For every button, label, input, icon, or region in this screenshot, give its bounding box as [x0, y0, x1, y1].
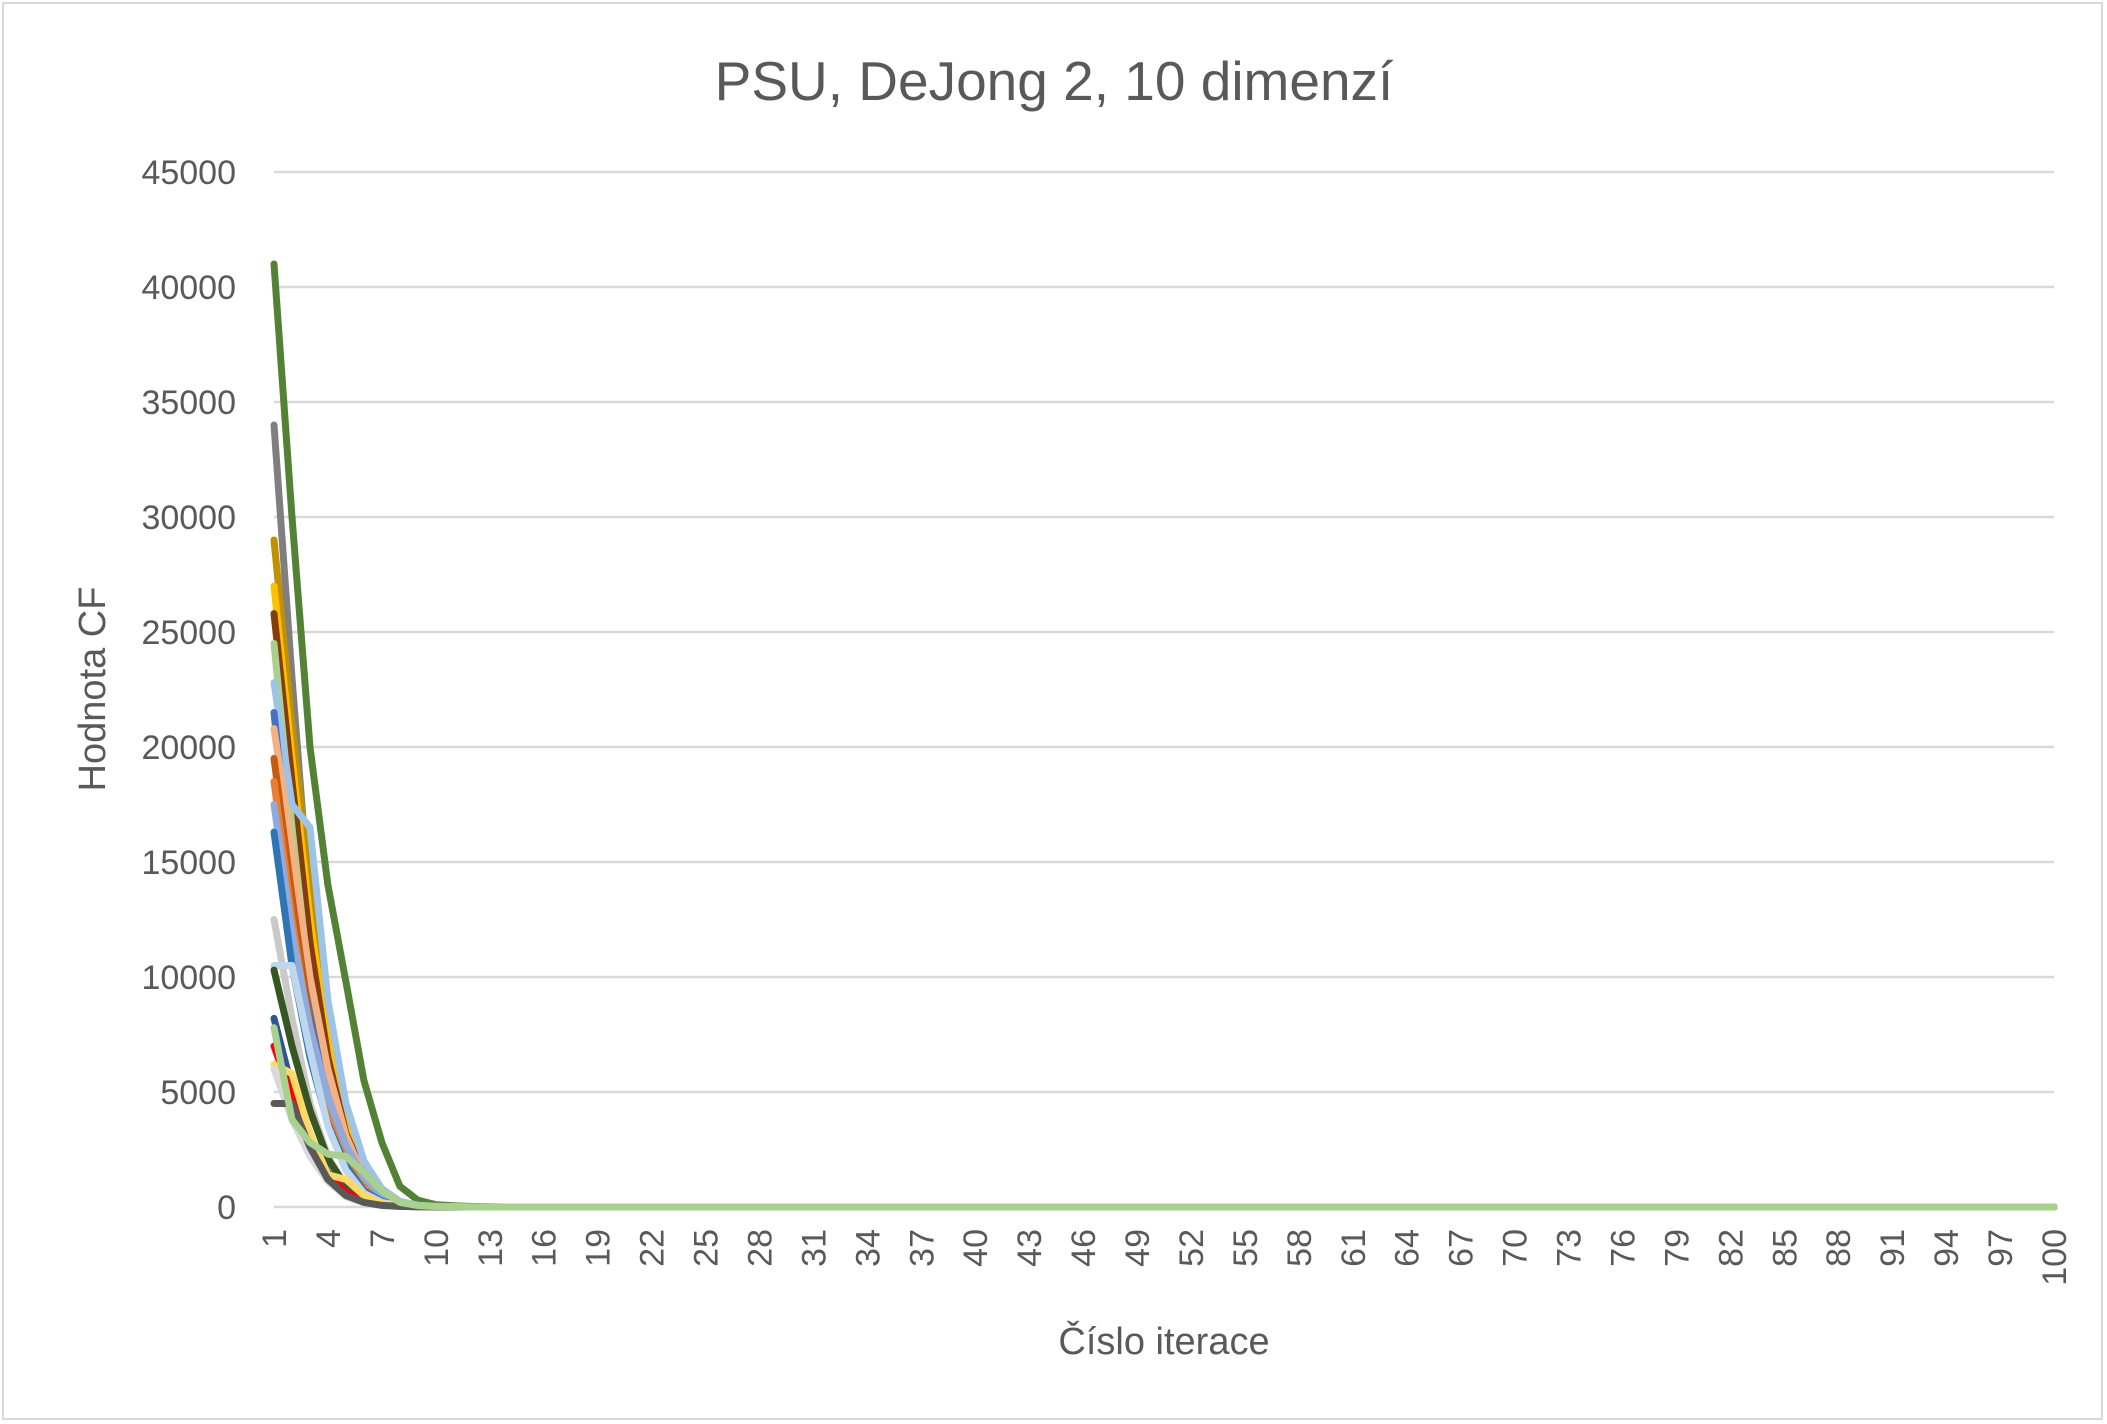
- x-tick-label: 79: [1658, 1229, 1696, 1267]
- x-tick-label: 25: [688, 1229, 726, 1267]
- y-tick-label: 40000: [141, 269, 236, 307]
- series-line-21: [270, 1100, 2058, 1211]
- x-tick-label: 13: [472, 1229, 510, 1267]
- x-tick-label: 64: [1389, 1229, 1427, 1267]
- x-tick-label: 22: [634, 1229, 672, 1267]
- x-tick-label: 19: [580, 1229, 618, 1267]
- series-line-19: [270, 1060, 2058, 1211]
- x-tick-label: 82: [1712, 1229, 1750, 1267]
- series-line-13: [270, 828, 2058, 1211]
- y-tick-label: 30000: [141, 499, 236, 537]
- x-tick-label: 49: [1119, 1229, 1157, 1267]
- series-line-17: [270, 1014, 2058, 1211]
- x-axis-ticks: 1 4 7 10 13 16 19 22 25 28 31 34 37 40 43 46 49 52 55 58 61 6…: [256, 1229, 2074, 1286]
- series-line-16: [270, 966, 2058, 1211]
- x-tick-label: 97: [1982, 1229, 2020, 1267]
- y-tick-label: 45000: [141, 154, 236, 192]
- y-tick-label: 25000: [141, 614, 236, 652]
- x-tick-label: 85: [1766, 1229, 1804, 1267]
- x-tick-label: 1: [256, 1229, 294, 1248]
- chart-title: PSU, DeJong 2, 10 dimenzí: [715, 50, 1394, 112]
- x-tick-label: 88: [1820, 1229, 1858, 1267]
- series-line-9: [270, 725, 2058, 1211]
- x-tick-label: 46: [1065, 1229, 1103, 1267]
- x-tick-label: 7: [364, 1229, 402, 1248]
- series-line-22: [270, 1024, 2058, 1211]
- y-tick-label: 20000: [141, 729, 236, 767]
- series-line-3: [270, 536, 2058, 1211]
- x-tick-label: 40: [957, 1229, 995, 1267]
- x-tick-label: 67: [1443, 1229, 1481, 1267]
- x-tick-label: 94: [1928, 1229, 1966, 1267]
- gridlines: [274, 170, 2054, 1209]
- x-tick-label: 58: [1281, 1229, 1319, 1267]
- x-tick-label: 16: [526, 1229, 564, 1267]
- x-tick-label: 73: [1551, 1229, 1589, 1267]
- x-tick-label: 10: [418, 1229, 456, 1267]
- y-tick-label: 35000: [141, 384, 236, 422]
- series-line-6: [270, 640, 2058, 1211]
- x-tick-label: 55: [1227, 1229, 1265, 1267]
- x-tick-label: 70: [1497, 1229, 1535, 1267]
- x-tick-label: 100: [2036, 1229, 2074, 1286]
- y-tick-label: 0: [217, 1189, 236, 1227]
- y-tick-label: 5000: [160, 1074, 236, 1112]
- series-line-4: [270, 582, 2058, 1211]
- series-line-8: [270, 709, 2058, 1211]
- series-line-2: [270, 421, 2058, 1211]
- x-tick-label: 76: [1604, 1229, 1642, 1267]
- series-line-7: [270, 679, 2058, 1211]
- series-line-11: [270, 778, 2058, 1211]
- series-line-5: [270, 610, 2058, 1211]
- x-tick-label: 28: [741, 1229, 779, 1267]
- x-tick-label: 34: [849, 1229, 887, 1267]
- series-line-1: [270, 260, 2058, 1211]
- x-tick-label: 91: [1874, 1229, 1912, 1267]
- y-tick-label: 10000: [141, 959, 236, 997]
- y-axis-title: Hodnota CF: [72, 587, 114, 792]
- x-tick-label: 4: [310, 1229, 348, 1248]
- series-line-18: [270, 1042, 2058, 1211]
- x-axis-title: Číslo iterace: [1058, 1319, 1269, 1363]
- x-tick-label: 61: [1335, 1229, 1373, 1267]
- x-tick-label: 43: [1011, 1229, 1049, 1267]
- y-tick-label: 15000: [141, 844, 236, 882]
- x-tick-label: 37: [903, 1229, 941, 1267]
- series-line-14: [270, 916, 2058, 1211]
- series-lines: [270, 260, 2058, 1211]
- x-tick-label: 52: [1173, 1229, 1211, 1267]
- series-line-12: [270, 801, 2058, 1211]
- series-line-10: [270, 755, 2058, 1211]
- line-chart: PSU, DeJong 2, 10 dimenzí 0 5000 10000 1500…: [72, 50, 2074, 1363]
- x-tick-label: 31: [795, 1229, 833, 1267]
- series-line-20: [270, 1065, 2058, 1211]
- y-axis-ticks: 0 5000 10000 15000 20000 25000 30000 35000 40000…: [141, 154, 236, 1227]
- series-line-15: [270, 962, 2058, 1211]
